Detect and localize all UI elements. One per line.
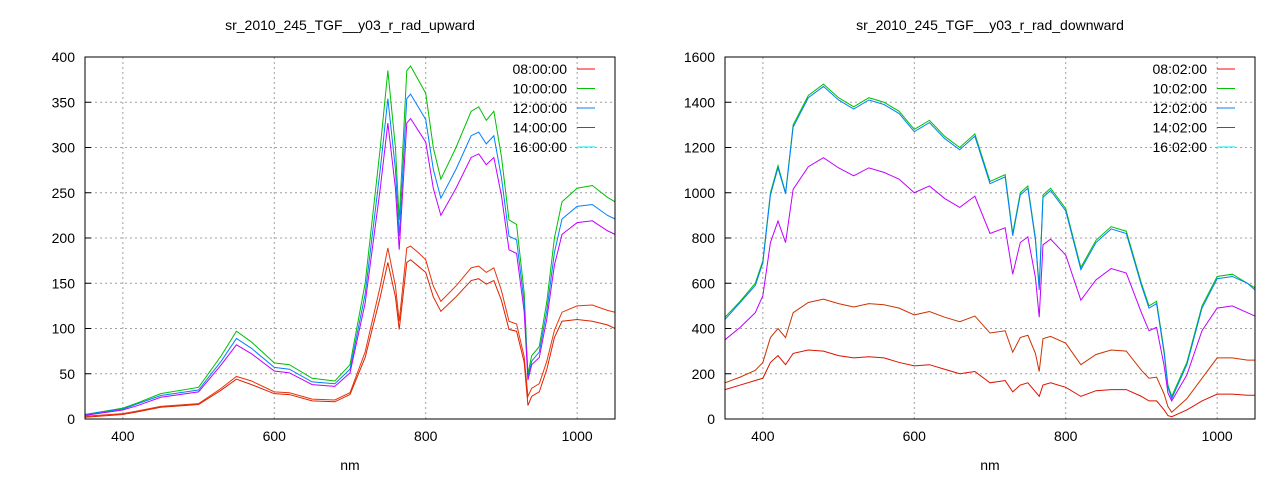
x-axis-label: nm: [980, 457, 999, 473]
legend-label: 14:02:00: [1153, 120, 1208, 136]
y-tick-label: 350: [52, 94, 76, 110]
plot-0: 400 600 800 1000 0 50 100 150 200 250 300 350 400 sr_…: [52, 17, 616, 473]
y-tick-label: 1000: [684, 185, 715, 201]
legend-label: 16:02:00: [1153, 139, 1208, 155]
legend-label: 12:02:00: [1153, 100, 1208, 116]
series-line-08:02:00: [724, 298, 1255, 413]
series-line-14:02:00: [724, 157, 1256, 402]
y-tick-label: 0: [707, 411, 715, 427]
x-tick-label: 600: [263, 428, 287, 444]
x-tick-label: 400: [111, 428, 135, 444]
x-tick-label: 1000: [562, 428, 593, 444]
y-tick-label: 100: [52, 321, 76, 337]
y-tick-label: 1200: [684, 140, 715, 156]
chart-title: sr_2010_245_TGF__y03_r_rad_upward: [225, 17, 475, 33]
x-tick-label: 800: [1054, 428, 1078, 444]
y-tick-label: 400: [52, 49, 76, 65]
series-line-16:02:00: [724, 349, 1255, 418]
y-tick-label: 200: [692, 366, 716, 382]
x-tick-label: 600: [903, 428, 927, 444]
legend-label: 08:00:00: [513, 61, 568, 77]
series-line-12:00:00: [84, 93, 616, 415]
y-tick-label: 1600: [684, 49, 715, 65]
chart-title: sr_2010_245_TGF__y03_r_rad_downward: [856, 17, 1124, 33]
y-tick-label: 0: [67, 411, 75, 427]
x-tick-label: 400: [751, 428, 775, 444]
y-tick-label: 200: [52, 230, 76, 246]
plot-frame: [724, 56, 1256, 420]
series-line-16:00:00: [84, 259, 616, 418]
plot-frame: [84, 56, 616, 420]
y-tick-label: 800: [692, 230, 716, 246]
y-tick-label: 600: [692, 275, 716, 291]
y-tick-label: 150: [52, 275, 76, 291]
series-line-10:00:00: [84, 65, 616, 415]
y-tick-label: 300: [52, 140, 76, 156]
y-tick-label: 50: [59, 366, 75, 382]
x-tick-label: 800: [414, 428, 438, 444]
x-tick-label: 1000: [1202, 428, 1233, 444]
legend-label: 14:00:00: [513, 120, 568, 136]
plot-1: 400 600 800 1000 0 200 400 600 800 1000 1200 1400 16…: [684, 17, 1256, 473]
y-tick-label: 400: [692, 321, 716, 337]
legend-label: 10:00:00: [513, 81, 568, 97]
legend-label: 16:00:00: [513, 139, 568, 155]
series-line-12:02:00: [724, 85, 1256, 401]
legend-label: 10:02:00: [1153, 81, 1208, 97]
y-tick-label: 1400: [684, 94, 715, 110]
legend-label: 12:00:00: [513, 100, 568, 116]
legend-label: 08:02:00: [1153, 61, 1208, 77]
series-line-08:00:00: [84, 245, 616, 417]
x-axis-label: nm: [340, 457, 359, 473]
series-line-14:00:00: [84, 117, 616, 416]
y-tick-label: 250: [52, 185, 76, 201]
